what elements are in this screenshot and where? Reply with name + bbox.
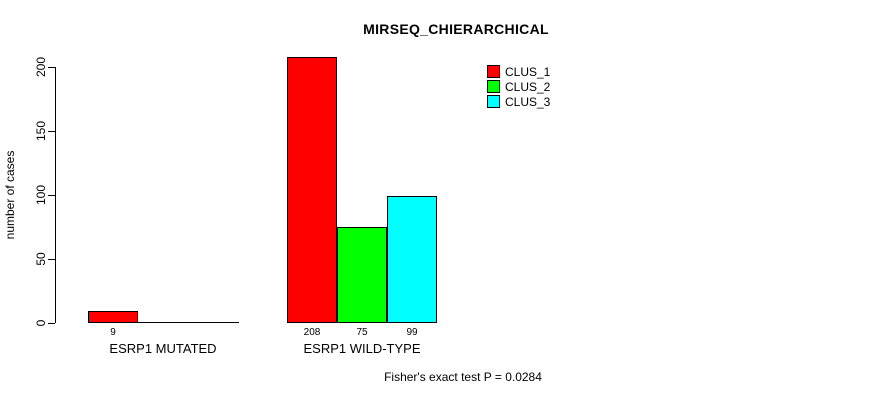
- ytick-mark: [48, 67, 55, 68]
- ytick-mark: [48, 195, 55, 196]
- legend: CLUS_1 CLUS_2 CLUS_3: [487, 64, 550, 109]
- bar: [287, 57, 337, 323]
- ytick-label: 100: [34, 184, 48, 206]
- ytick-label: 0: [34, 319, 48, 327]
- bar-value-label: 9: [110, 327, 116, 338]
- zero-bar-line: [188, 322, 239, 323]
- ytick-label: 200: [34, 56, 48, 78]
- group-label: ESRP1 WILD-TYPE: [303, 341, 421, 356]
- bar-value-label: 208: [303, 327, 321, 338]
- bar: [337, 227, 387, 323]
- ytick-mark: [48, 259, 55, 260]
- bar-value-label: 99: [406, 327, 418, 338]
- legend-label: CLUS_3: [505, 94, 551, 109]
- zero-bar-line: [138, 322, 189, 323]
- legend-label: CLUS_2: [505, 79, 551, 94]
- legend-label: CLUS_1: [505, 64, 551, 79]
- annotation-text: Fisher's exact test P = 0.0284: [384, 370, 542, 384]
- y-axis-title: number of cases: [3, 150, 17, 240]
- group-label: ESRP1 MUTATED: [109, 341, 217, 356]
- bar-value-label: 75: [356, 327, 368, 338]
- ytick-label: 50: [34, 252, 48, 266]
- bar: [88, 311, 138, 323]
- ytick-mark: [48, 323, 55, 324]
- legend-item: CLUS_3: [487, 94, 550, 109]
- ytick-mark: [48, 131, 55, 132]
- legend-swatch: [487, 95, 500, 108]
- legend-item: CLUS_1: [487, 64, 550, 79]
- legend-swatch: [487, 80, 500, 93]
- ytick-label: 150: [34, 120, 48, 142]
- chart-title: MIRSEQ_CHIERARCHICAL: [363, 21, 549, 37]
- legend-swatch: [487, 65, 500, 78]
- y-axis-line: [55, 67, 56, 323]
- legend-item: CLUS_2: [487, 79, 550, 94]
- bar: [387, 196, 437, 323]
